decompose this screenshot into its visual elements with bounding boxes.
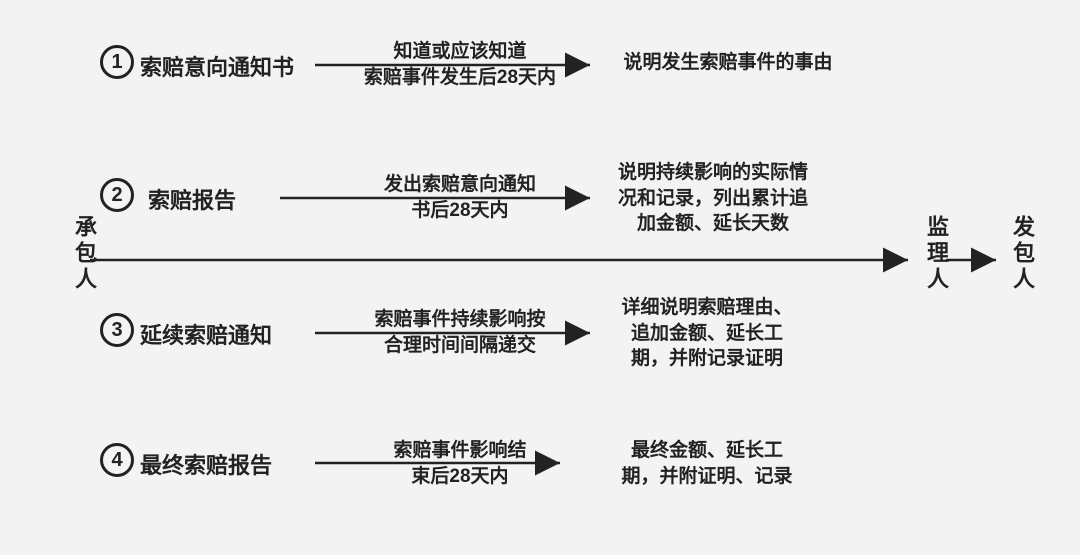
step-4-arrow <box>0 0 1080 555</box>
step-4-outcome: 最终金额、延长工 期，并附证明、记录 <box>602 438 812 489</box>
